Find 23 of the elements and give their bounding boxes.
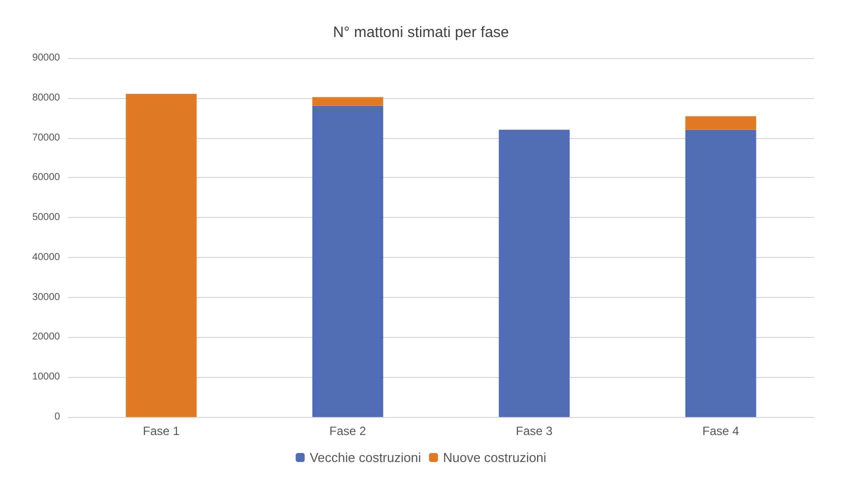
x-tick-label: Fase 2 xyxy=(329,424,366,438)
y-tick-label: 0 xyxy=(54,412,60,422)
bar xyxy=(126,94,197,417)
legend-label: Vecchie costruzioni xyxy=(310,450,422,465)
bar xyxy=(498,130,570,417)
bar xyxy=(312,106,384,417)
x-tick-label: Fase 1 xyxy=(142,424,180,438)
y-tick-label: 10000 xyxy=(32,372,60,383)
y-tick-label: 70000 xyxy=(32,132,60,144)
bar xyxy=(685,116,756,130)
bar xyxy=(312,97,384,106)
y-tick-label: 50000 xyxy=(32,212,60,224)
y-tick-label: 90000 xyxy=(32,52,60,64)
y-tick-label: 40000 xyxy=(32,252,60,263)
x-tick-label: Fase 4 xyxy=(702,424,740,438)
y-tick-label: 20000 xyxy=(32,332,60,343)
y-tick-label: 80000 xyxy=(32,92,60,104)
chart-title: N° mattoni stimati per fase xyxy=(332,24,510,41)
bar xyxy=(685,130,756,417)
legend-label: Nuove costruzioni xyxy=(442,450,546,465)
x-tick-label: Fase 3 xyxy=(516,424,553,438)
y-tick-label: 60000 xyxy=(32,172,60,184)
y-tick-label: 30000 xyxy=(32,292,60,303)
